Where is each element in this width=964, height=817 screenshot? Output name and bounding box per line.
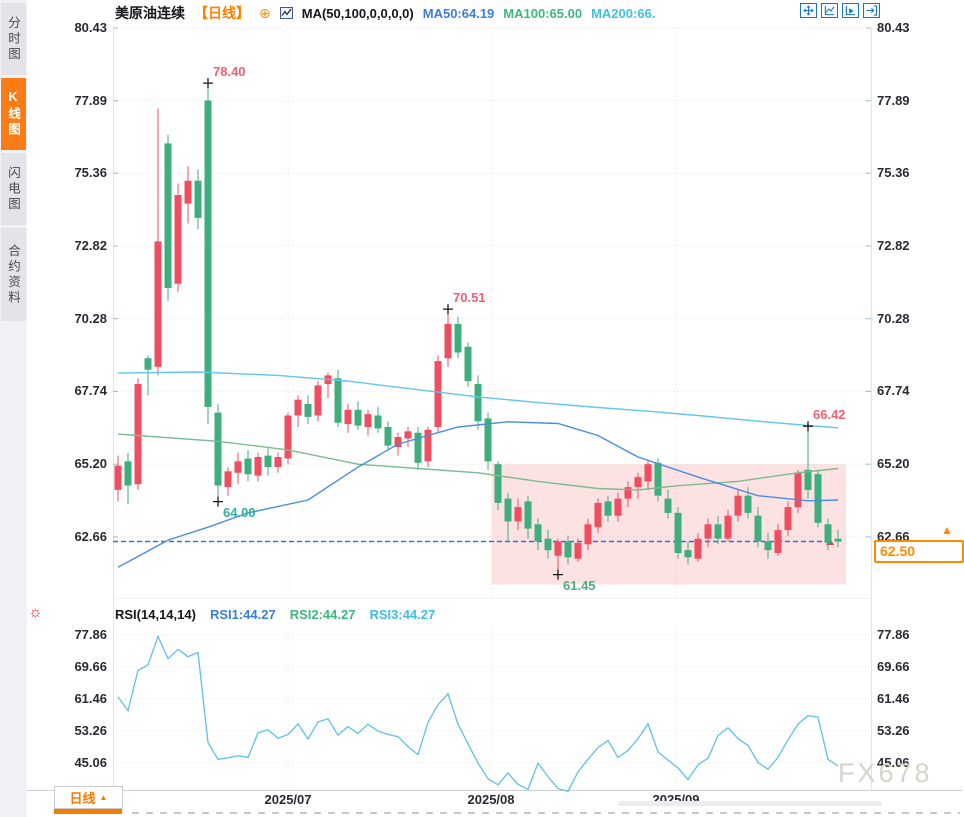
rsi-tick-left: 69.66 xyxy=(74,659,107,674)
period-selector-label: 日线 xyxy=(69,791,96,806)
rsi-tick-right: 53.26 xyxy=(877,723,910,738)
last-price-box: 62.50 xyxy=(874,540,964,563)
price-tick-right: 67.74 xyxy=(877,383,910,398)
period-selector-tab[interactable]: 日线 ▲ xyxy=(54,786,123,809)
sidebar-tab-time-chart[interactable]: 分时图 xyxy=(1,3,26,75)
horizontal-scrollbar-thumb[interactable] xyxy=(618,801,882,806)
sidebar-tab-lightning-chart[interactable]: 闪电图 xyxy=(1,153,26,225)
rsi-tick-right: 69.66 xyxy=(877,659,910,674)
rsi-title: RSI(14,14,14) xyxy=(115,606,196,622)
rsi-tick-left: 77.86 xyxy=(74,627,107,642)
sidebar-tab-contract-info[interactable]: 合约资料 xyxy=(1,228,26,321)
price-tick-right: 72.82 xyxy=(877,238,910,253)
rsi-tick-left: 45.06 xyxy=(74,755,107,770)
price-up-arrow-icon: ▲ xyxy=(941,523,953,537)
price-tick-right: 77.89 xyxy=(877,93,910,108)
price-annotation: 64.00 xyxy=(223,505,256,520)
rsi1-value: RSI1:44.27 xyxy=(209,606,276,622)
indicator-settings-sun-icon[interactable]: ☼ xyxy=(28,604,43,621)
chart-header: 美原油连续 【日线】 ⊕ MA(50,100,0,0,0,0) MA50:64.… xyxy=(115,3,655,23)
rsi-tick-right: 77.86 xyxy=(877,627,910,642)
rsi-header: RSI(14,14,14) RSI1:44.27 RSI2:44.27 RSI3… xyxy=(115,605,435,623)
expand-plus-icon[interactable]: ⊕ xyxy=(259,5,271,21)
price-annotation: 66.42 xyxy=(813,407,846,422)
price-annotation: 78.40 xyxy=(213,64,246,79)
rsi3-value: RSI3:44.27 xyxy=(369,606,436,622)
price-tick-left: 62.66 xyxy=(74,529,107,544)
price-annotation: 61.45 xyxy=(563,578,596,593)
exit-right-icon[interactable] xyxy=(863,3,880,18)
price-tick-right: 65.20 xyxy=(877,456,910,471)
rsi-tick-right: 45.06 xyxy=(877,755,910,770)
ma-indicator-icon xyxy=(279,7,293,19)
pan-crosshair-icon[interactable] xyxy=(800,3,817,18)
sidebar-tab-kline-chart[interactable]: K线图 xyxy=(1,78,26,150)
ma200-value: MA200:66. xyxy=(591,5,656,21)
ma100-value: MA100:65.00 xyxy=(503,5,583,21)
rsi2-value: RSI2:44.27 xyxy=(289,606,356,622)
price-tick-left: 80.43 xyxy=(74,20,107,35)
price-tick-left: 70.28 xyxy=(74,311,107,326)
price-annotation: 70.51 xyxy=(453,290,486,305)
price-tick-right: 80.43 xyxy=(877,20,910,35)
axis-play-icon[interactable] xyxy=(842,3,859,18)
price-tick-left: 72.82 xyxy=(74,238,107,253)
rsi-tick-left: 61.46 xyxy=(74,691,107,706)
price-tick-right: 75.36 xyxy=(877,165,910,180)
watermark: FX678 xyxy=(838,758,933,788)
period-tab-active-bar xyxy=(54,809,122,814)
chart-toolbar xyxy=(800,3,880,18)
date-label: 2025/07 xyxy=(264,792,312,807)
axis-line-chart-icon[interactable] xyxy=(821,3,838,18)
price-tick-left: 75.36 xyxy=(74,165,107,180)
symbol-title: 美原油连续 xyxy=(115,5,185,21)
period-label: 【日线】 xyxy=(194,5,250,21)
horizontal-scrollbar-track[interactable] xyxy=(132,812,960,814)
date-label: 2025/08 xyxy=(467,792,515,807)
left-tab-strip: 分时图 K线图 闪电图 合约资料 xyxy=(0,0,27,817)
price-tick-right: 70.28 xyxy=(877,311,910,326)
price-tick-left: 67.74 xyxy=(74,383,107,398)
price-tick-left: 65.20 xyxy=(74,456,107,471)
rsi-tick-right: 61.46 xyxy=(877,691,910,706)
price-tick-left: 77.89 xyxy=(74,93,107,108)
period-selector-arrow-icon: ▲ xyxy=(99,793,108,802)
ma-settings-text: MA(50,100,0,0,0,0) xyxy=(301,5,414,21)
ma50-value: MA50:64.19 xyxy=(422,5,495,21)
rsi-tick-left: 53.26 xyxy=(74,723,107,738)
